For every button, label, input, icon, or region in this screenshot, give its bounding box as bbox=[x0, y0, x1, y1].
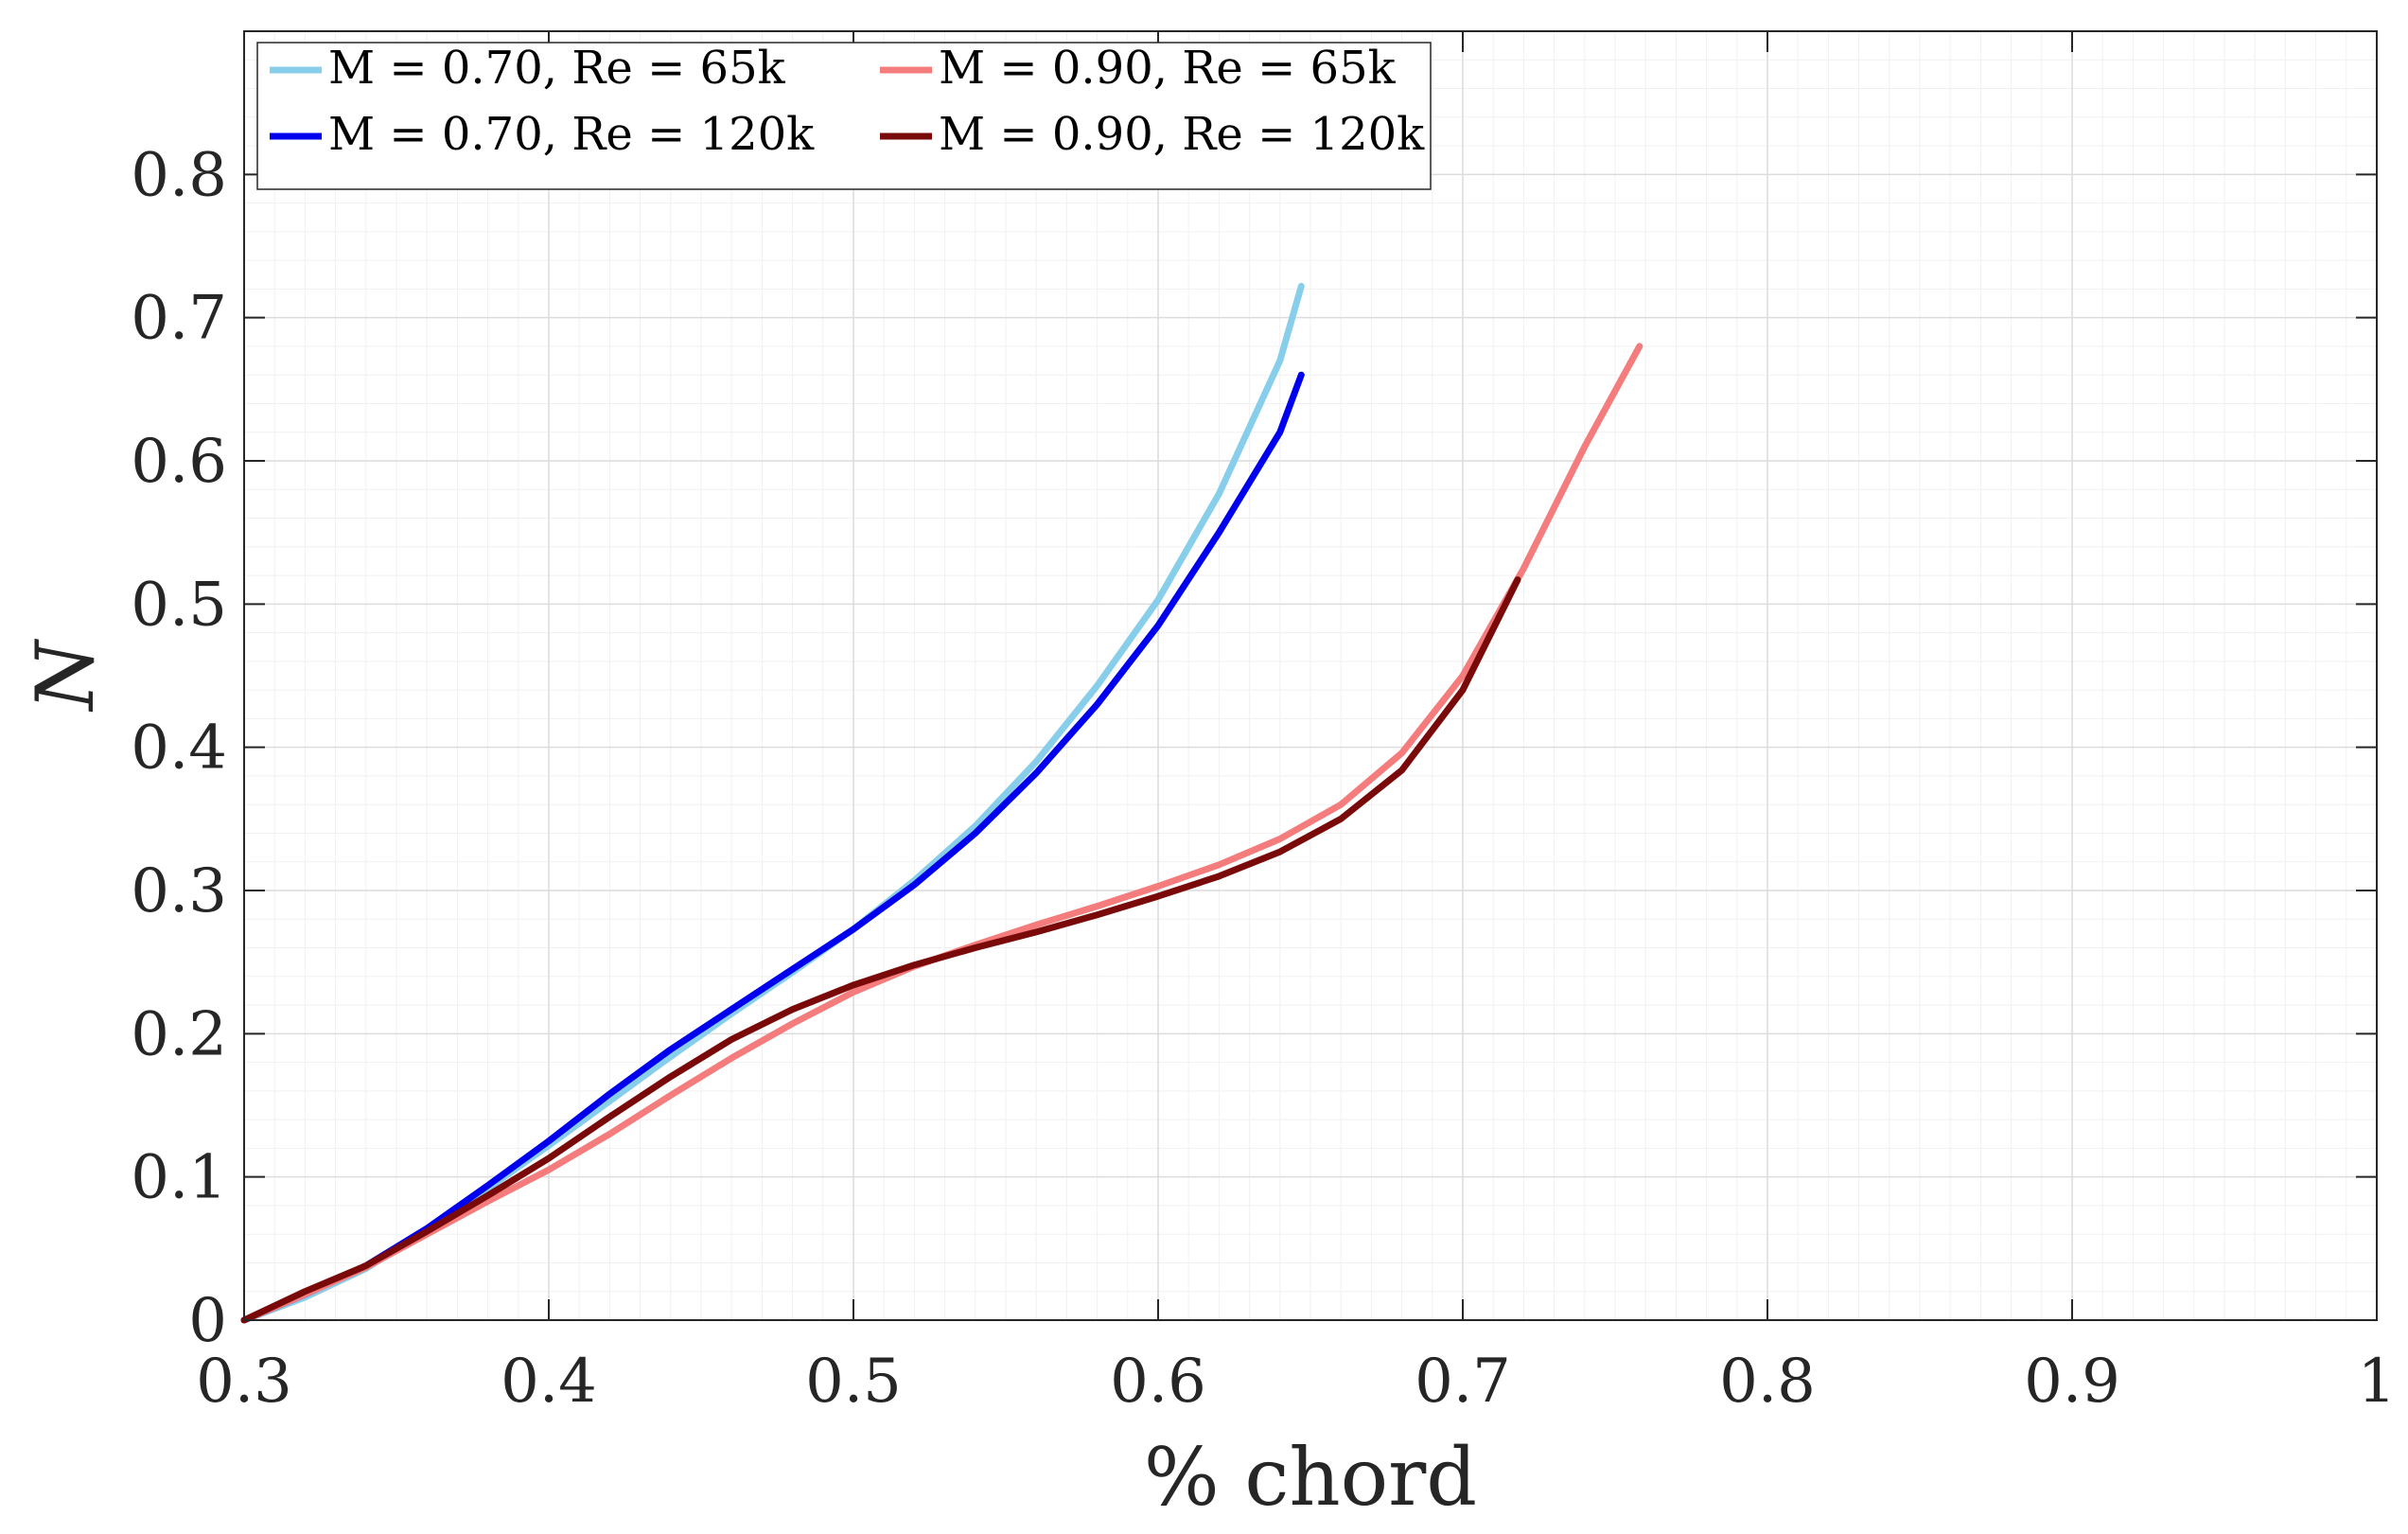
y-tick-label: 0.2 bbox=[131, 999, 227, 1069]
tick-marks bbox=[243, 31, 2378, 1321]
legend-label-3: M = 0.90, Re = 65k bbox=[939, 42, 1397, 95]
x-tick-label: 0.6 bbox=[1110, 1347, 1206, 1417]
legend-box bbox=[256, 42, 1432, 190]
x-tick-label: 0.3 bbox=[196, 1347, 292, 1417]
y-tick-labels: 0 0.1 0.2 0.3 0.4 0.5 0.6 0.7 0.8 bbox=[131, 140, 227, 1356]
series-lines bbox=[240, 282, 1643, 1324]
x-tick-label: 0.5 bbox=[805, 1347, 902, 1417]
major-grid bbox=[243, 31, 2378, 1321]
y-tick-label: 0.5 bbox=[131, 570, 227, 640]
legend-label-4: M = 0.90, Re = 120k bbox=[939, 108, 1425, 161]
x-tick-label: 0.9 bbox=[2024, 1347, 2120, 1417]
x-tick-label: 0.8 bbox=[1719, 1347, 1816, 1417]
legend-label-1: M = 0.70, Re = 65k bbox=[328, 42, 786, 95]
y-tick-label: 0.1 bbox=[131, 1143, 227, 1213]
x-tick-labels: 0.3 0.4 0.5 0.6 0.7 0.8 0.9 1 bbox=[196, 1347, 2396, 1417]
y-tick-label: 0.7 bbox=[131, 284, 227, 354]
x-tick-label: 0.4 bbox=[501, 1347, 597, 1417]
x-tick-label: 0.7 bbox=[1415, 1347, 1511, 1417]
plot-frame bbox=[243, 30, 2378, 1321]
y-tick-label: 0.8 bbox=[131, 140, 227, 210]
y-tick-label: 0.3 bbox=[131, 856, 227, 926]
y-tick-label: 0.6 bbox=[131, 427, 227, 497]
legend-label-2: M = 0.70, Re = 120k bbox=[328, 108, 815, 161]
legend: M = 0.70, Re = 65k M = 0.70, Re = 120k M =… bbox=[256, 42, 1432, 190]
y-tick-label: 0.4 bbox=[131, 714, 227, 784]
x-tick-label: 1 bbox=[2358, 1347, 2397, 1417]
y-tick-label: 0 bbox=[188, 1286, 227, 1356]
x-axis-label: % chord bbox=[1144, 1431, 1477, 1524]
y-axis-label: N bbox=[19, 639, 112, 713]
series-line-4 bbox=[240, 576, 1521, 1324]
